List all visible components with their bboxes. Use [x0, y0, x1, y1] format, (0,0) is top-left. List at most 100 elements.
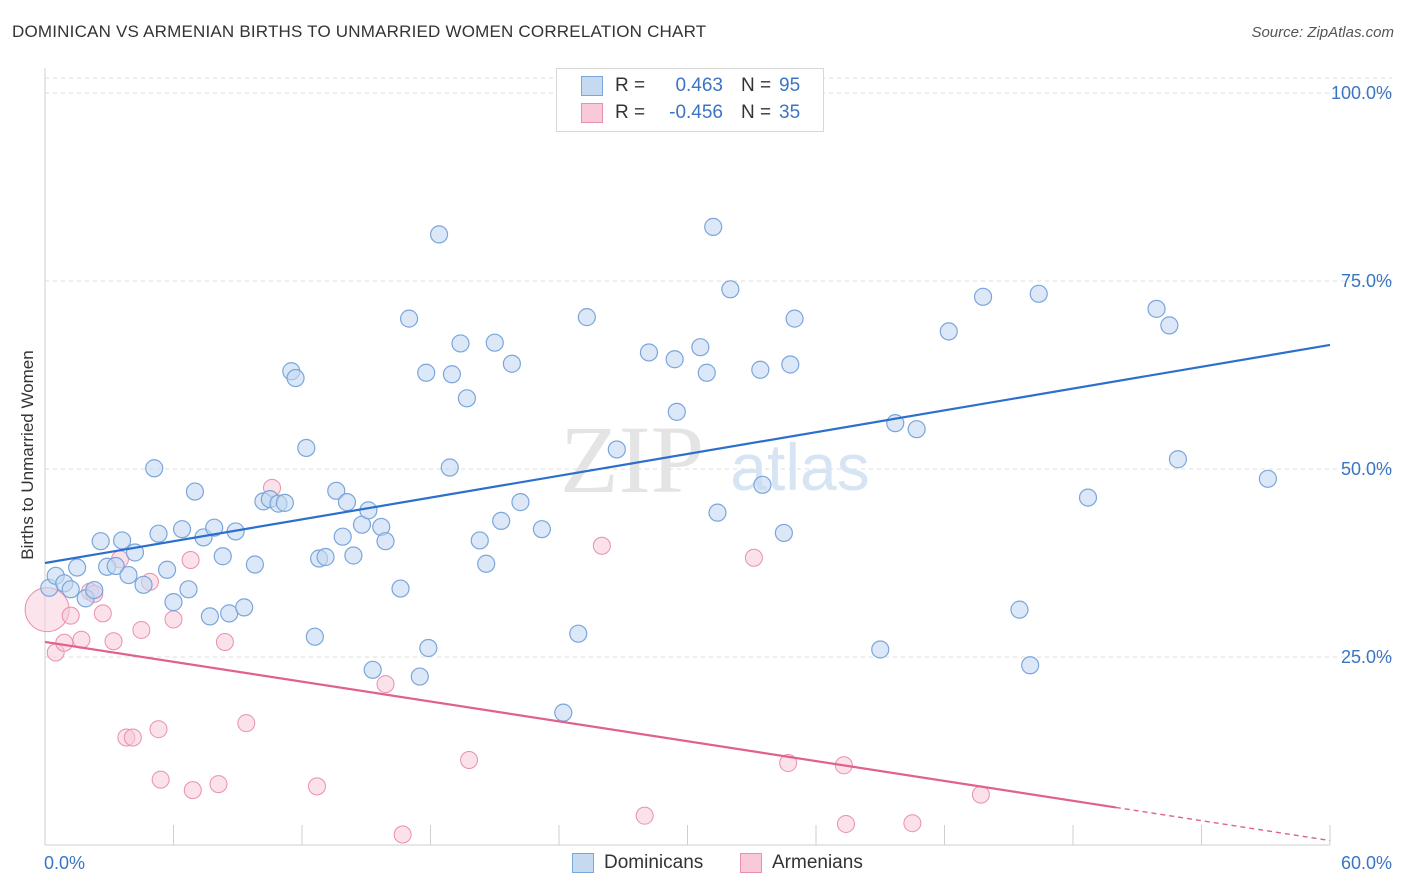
dominicans-point — [145, 459, 164, 478]
dominicans-point — [157, 560, 177, 579]
trendlines — [44, 343, 1331, 842]
x-tick-label-max: 60.0% — [1341, 853, 1392, 873]
armenians-point — [903, 814, 922, 833]
series-legend: Dominicans Armenians — [0, 852, 1406, 876]
dominicans-point — [305, 627, 324, 646]
dominicans-point — [68, 558, 87, 577]
dominicans-point — [1021, 656, 1040, 675]
series-legend-armenians[interactable]: Armenians — [740, 852, 863, 874]
dominicans-point — [391, 579, 410, 598]
dominicans-point — [179, 580, 198, 599]
dominicans-point — [1168, 450, 1188, 469]
dominicans-point — [417, 363, 436, 382]
series-legend-label: Armenians — [772, 852, 863, 873]
dominicans-point — [316, 547, 335, 567]
dominicans-point — [470, 531, 489, 550]
armenians-point — [55, 633, 74, 652]
dominicans-point — [871, 640, 890, 659]
armenians-trendline — [44, 640, 1117, 809]
dominicans-point — [511, 493, 530, 512]
y-tick-label: 25.0% — [1341, 647, 1392, 667]
dominicans-point — [708, 503, 727, 522]
legend-r-value: -0.456 — [669, 102, 723, 123]
dominicans-point — [697, 363, 716, 382]
legend-swatch-blue — [581, 76, 603, 96]
armenians-point — [393, 825, 412, 844]
dominicans-point — [172, 520, 192, 539]
dominicans-point — [639, 343, 659, 362]
dominicans-point — [149, 524, 168, 543]
dominicans-point — [134, 575, 153, 594]
source-note: Source: ZipAtlas.com — [1251, 24, 1394, 41]
dominicans-point — [691, 338, 710, 357]
armenians-point — [237, 714, 256, 733]
armenians-point — [104, 632, 123, 651]
dominicans-point — [91, 532, 110, 551]
dominicans-point — [751, 360, 770, 379]
series-swatch-pink — [740, 853, 762, 873]
dominicans-point — [85, 580, 104, 600]
armenians-point — [836, 814, 855, 833]
dominicans-point — [457, 389, 477, 408]
axes — [44, 68, 1331, 846]
dominicans-point — [1147, 299, 1166, 318]
legend-r-value: 0.463 — [675, 75, 723, 96]
dominicans-point — [213, 547, 232, 566]
watermark-zip: ZIP — [560, 406, 704, 513]
armenians-point — [181, 551, 200, 570]
armenians-point — [307, 777, 326, 796]
armenians-point — [209, 775, 228, 794]
dominicans-point — [106, 556, 125, 576]
dominicans-point — [275, 493, 294, 512]
dominicans-point — [753, 475, 772, 494]
dominicans-point — [704, 217, 723, 236]
dominicans-point — [399, 309, 419, 328]
dominicans-point — [939, 322, 958, 341]
armenians-point — [460, 751, 479, 770]
dominicans-point — [532, 520, 551, 539]
dominicans-trendline — [44, 343, 1331, 565]
dominicans-point — [1029, 284, 1048, 303]
dominicans-point — [205, 518, 224, 537]
dominicans-point — [774, 523, 793, 543]
legend-n-value: 35 — [779, 102, 801, 123]
armenians-point — [779, 754, 798, 773]
legend-row-dominicans: R = 0.463 N = 95 — [581, 74, 800, 98]
dominicans-point — [344, 546, 363, 565]
dominicans-point — [200, 607, 220, 626]
armenians-point — [123, 728, 142, 747]
dominicans-point — [376, 532, 395, 551]
dominicans-point — [333, 527, 352, 546]
armenians-point — [151, 770, 170, 789]
dominicans-point — [327, 481, 346, 500]
dominicans-point — [785, 309, 804, 328]
chart-title: DOMINICAN VS ARMENIAN BIRTHS TO UNMARRIE… — [12, 22, 707, 41]
dominicans-point — [554, 703, 573, 722]
y-tick-label: 50.0% — [1341, 459, 1392, 479]
dominicans-point — [119, 565, 138, 585]
dominicans-point — [442, 365, 462, 384]
dominicans-point — [502, 354, 521, 373]
armenians-point — [61, 606, 80, 625]
dominicans-point — [577, 308, 596, 327]
y-tick-label: 75.0% — [1341, 271, 1392, 291]
legend-n-label: N = — [741, 75, 772, 96]
dominicans-point — [363, 660, 382, 679]
grid-lines — [45, 77, 1392, 658]
armenians-point — [592, 536, 611, 555]
armenians-point — [93, 604, 112, 623]
dominicans-point — [1258, 469, 1277, 488]
dominicans-point — [907, 420, 926, 439]
armenians-point — [635, 806, 654, 825]
armenians-point — [376, 675, 395, 694]
dominicans-point — [61, 580, 80, 599]
dominicans-point — [164, 593, 183, 612]
armenians-point — [215, 632, 234, 651]
x-tick-label-min: 0.0% — [44, 853, 85, 873]
tick-labels: 25.0% 50.0% 75.0% 100.0% 0.0% 60.0% — [44, 83, 1392, 873]
armenians-point — [164, 610, 183, 629]
series-legend-dominicans[interactable]: Dominicans — [572, 852, 703, 874]
y-tick-label: 100.0% — [1331, 83, 1392, 103]
dominicans-point — [1010, 600, 1029, 619]
